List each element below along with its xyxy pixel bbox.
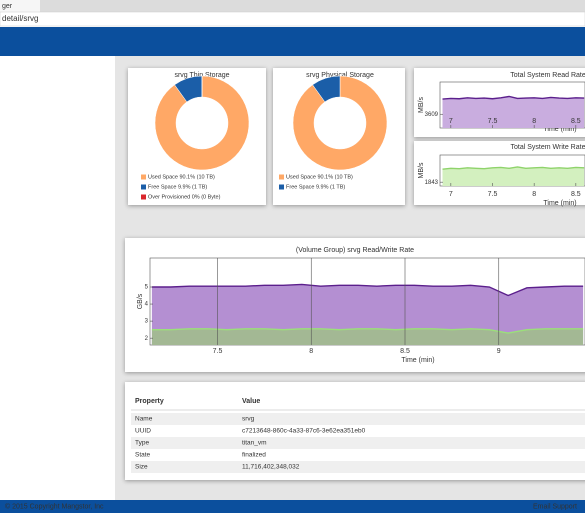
pie-slice [154, 75, 250, 171]
area [442, 96, 585, 128]
line [151, 328, 584, 334]
x-tick-label: 8 [532, 191, 536, 198]
x-tick-label: 8.5 [571, 118, 581, 125]
table-cell: Name [135, 416, 153, 423]
table-header: Property [135, 398, 164, 405]
legend-swatch [279, 174, 284, 180]
table-row [131, 413, 585, 425]
table-cell: State [135, 452, 151, 459]
line [442, 95, 585, 100]
x-tick-label: 7 [449, 191, 453, 198]
legend-label: Used Space 90.1% (10 TB) [286, 174, 353, 180]
area [151, 328, 584, 345]
y-tick-label: 5 [145, 285, 149, 291]
x-tick-label: 7.5 [213, 348, 223, 355]
chart-title: (Volume Group) srvg Read/Write Rate [296, 247, 414, 254]
chart-title: Total System Read Rate [510, 72, 585, 79]
table-cell: titan_vm [242, 440, 267, 447]
pie-slice [312, 75, 341, 103]
table-cell: c7213648-860c-4a33-87c6-3e62ea351eb0 [242, 428, 366, 435]
address-bar[interactable] [0, 11, 585, 27]
y-tick-label: 1843 [425, 180, 439, 186]
y-tick-label: 2 [145, 336, 149, 342]
chart-title: Total System Write Rate [511, 144, 585, 151]
legend-label: Over Provisioned 0% (0 Byte) [148, 194, 221, 200]
x-tick-label: 8 [532, 118, 536, 125]
table-cell: srvg [242, 416, 255, 423]
y-tick-label: 3 [145, 319, 149, 325]
sidebar [0, 56, 115, 500]
x-tick-label: 7.5 [488, 191, 498, 198]
table-cell: finalized [242, 452, 266, 459]
header-bar [0, 27, 585, 56]
legend-label: Free Space 9.9% (1 TB) [148, 184, 207, 190]
y-axis-label: MB/s [418, 162, 425, 178]
support-link[interactable]: Email Support [533, 503, 577, 510]
area [442, 166, 585, 186]
x-axis-label: Time (min) [543, 200, 576, 207]
tab-title: ger [2, 3, 13, 10]
legend-label: Used Space 90.1% (10 TB) [148, 174, 215, 180]
y-axis-label: MB/s [418, 97, 425, 113]
line [151, 283, 584, 297]
copyright: © 2015 Copyright Mangstor, Inc [5, 502, 104, 510]
table-cell: 11,716,402,348,032 [242, 464, 300, 471]
x-tick-label: 7 [449, 118, 453, 125]
legend-swatch [279, 184, 284, 190]
legend-swatch [141, 194, 146, 200]
tab-bar [0, 0, 585, 12]
pie-slice [292, 75, 388, 171]
chart-title: srvg Thin Storage [174, 72, 229, 79]
footer-bar [0, 500, 585, 513]
legend-swatch [141, 184, 146, 190]
table-cell: Type [135, 440, 149, 447]
x-axis-label: Time (min) [543, 126, 576, 133]
table-header: Value [242, 398, 260, 405]
legend-label: Free Space 9.9% (1 TB) [286, 184, 345, 190]
y-axis-label: GB/s [137, 293, 144, 309]
x-tick-label: 9 [497, 348, 501, 355]
x-tick-label: 8 [309, 348, 313, 355]
table-cell: Size [135, 464, 148, 471]
table-row [131, 437, 585, 449]
address: detail/srvg [2, 14, 38, 23]
legend-swatch [141, 174, 146, 180]
chart-title: srvg Physical Storage [306, 72, 374, 79]
line [442, 166, 585, 170]
x-tick-label: 7.5 [488, 118, 498, 125]
table-cell: UUID [135, 428, 151, 435]
y-tick-label: 3609 [425, 112, 439, 118]
table-row [131, 461, 585, 473]
x-axis-label: Time (min) [401, 357, 434, 364]
x-tick-label: 8.5 [571, 191, 581, 198]
tab[interactable] [0, 0, 40, 12]
y-tick-label: 4 [145, 302, 149, 308]
x-tick-label: 8.5 [400, 348, 410, 355]
